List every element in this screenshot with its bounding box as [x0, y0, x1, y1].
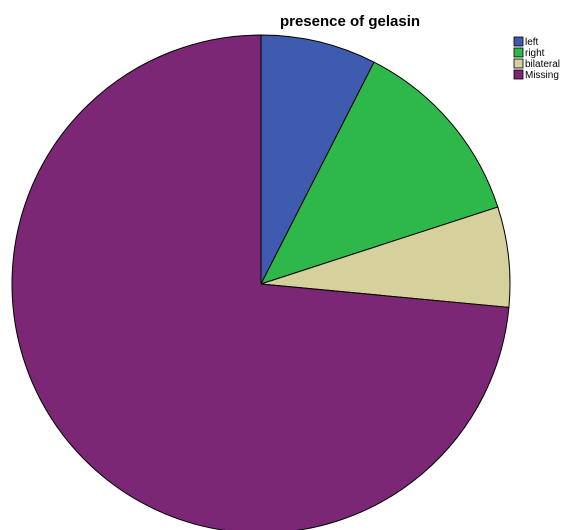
legend-swatch-left: [513, 36, 524, 47]
pie-slice-right: [260, 61, 499, 285]
chart-title: presence of gelasin: [280, 13, 420, 30]
legend-label-left: left: [525, 37, 539, 48]
pie-slices: [11, 34, 511, 530]
legend-swatch-right: [513, 47, 524, 58]
legend-label-missing: Missing: [525, 70, 559, 81]
pie-slice-left: [260, 34, 375, 285]
legend-label-right: right: [525, 48, 545, 59]
pie-slice-missing: [11, 34, 510, 530]
legend-label-bilateral: bilateral: [525, 59, 560, 70]
legend-swatch-bilateral: [513, 58, 524, 69]
legend-swatch-missing: [513, 69, 524, 80]
